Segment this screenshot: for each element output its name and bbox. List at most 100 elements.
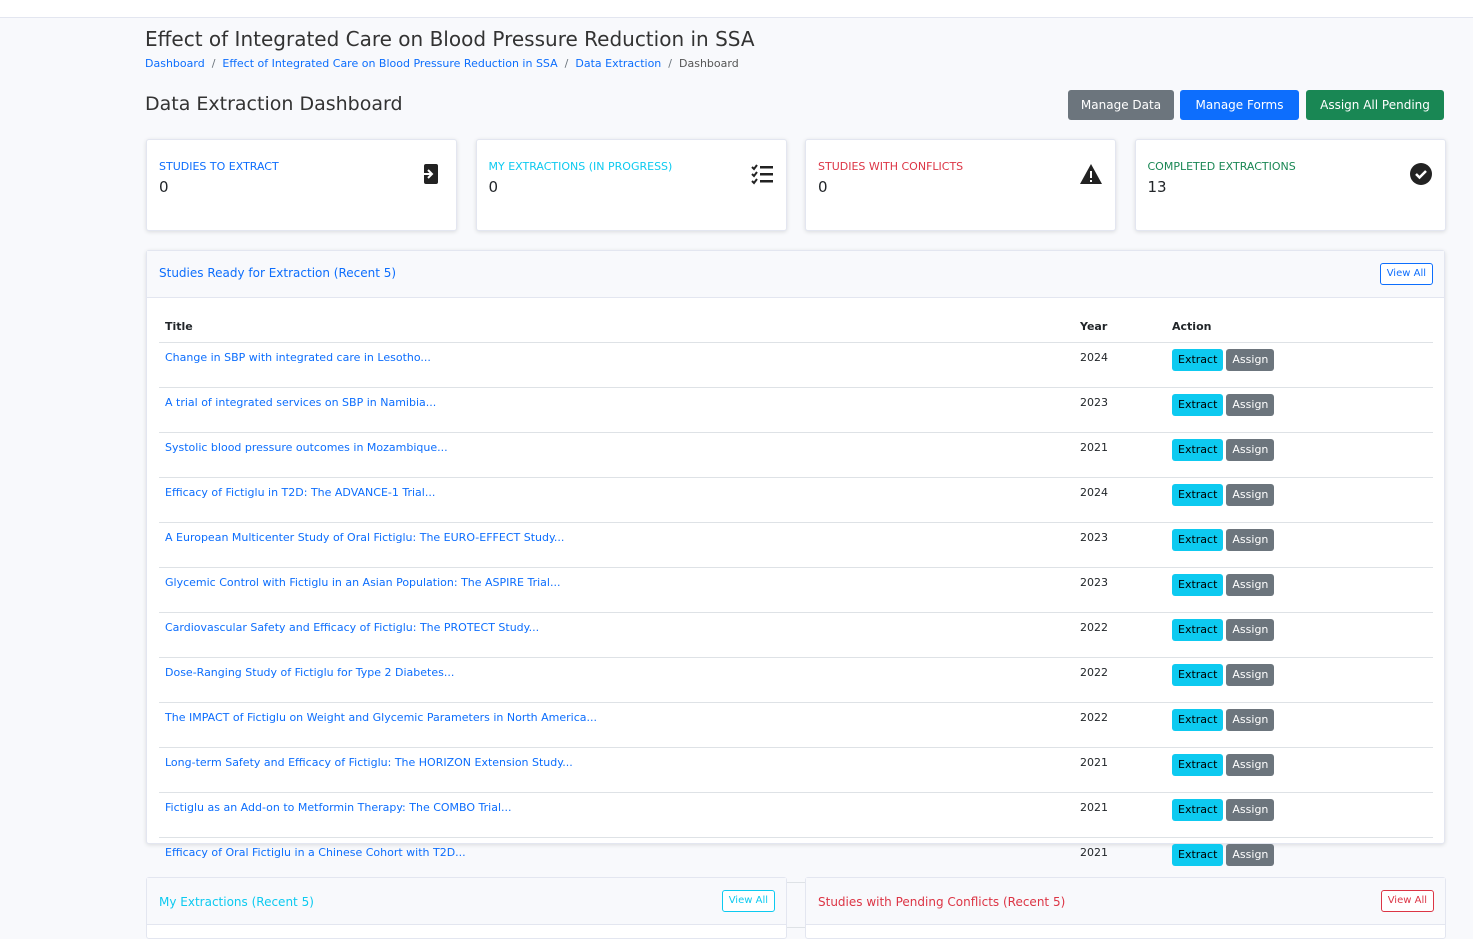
view-all[interactable]: View All: [721, 890, 775, 912]
study-title[interactable]: Cardiovascular Safety and Efficacy of Fi…: [159, 612, 1074, 658]
table-row: Systolic blood pressure outcomes in Moza…: [159, 432, 1433, 478]
table-row: A trial of integrated services on SBP in…: [159, 387, 1433, 433]
stat-icon: [420, 164, 438, 184]
card-title: Studies with Pending Conflicts (Recent 5…: [818, 895, 1066, 909]
toolbar-button[interactable]: Manage Data: [1068, 90, 1174, 120]
column-header: Year: [1074, 311, 1166, 343]
stat-value: 0: [159, 178, 169, 196]
extract-button[interactable]: Extract: [1172, 394, 1224, 416]
table-row: Glycemic Control with Fictiglu in an Asi…: [159, 567, 1433, 613]
table-row: The IMPACT of Fictiglu on Weight and Gly…: [159, 702, 1433, 748]
study-year: 2024: [1074, 477, 1166, 523]
assign-button[interactable]: Assign: [1226, 439, 1275, 461]
extract-button[interactable]: Extract: [1172, 754, 1224, 776]
table-row: Dose-Ranging Study of Fictiglu for Type …: [159, 657, 1433, 703]
study-title[interactable]: The IMPACT of Fictiglu on Weight and Gly…: [159, 702, 1074, 748]
study-title[interactable]: Fictiglu as an Add-on to Metformin Thera…: [159, 792, 1074, 838]
extract-button[interactable]: Extract: [1172, 484, 1224, 506]
card-header: Studies with Pending Conflicts (Recent 5…: [806, 878, 1445, 925]
study-title[interactable]: A trial of integrated services on SBP in…: [159, 387, 1074, 433]
extract-button[interactable]: Extract: [1172, 439, 1224, 461]
study-title[interactable]: Change in SBP with integrated care in Le…: [159, 342, 1074, 388]
stat-icon: [1409, 163, 1432, 185]
assign-button[interactable]: Assign: [1226, 799, 1275, 821]
assign-button[interactable]: Assign: [1226, 754, 1275, 776]
stat-card: STUDIES TO EXTRACT 0: [146, 139, 457, 231]
toolbar-button[interactable]: Assign All Pending: [1306, 90, 1444, 120]
column-header: Action: [1166, 311, 1433, 343]
table-row: A European Multicenter Study of Oral Fic…: [159, 522, 1433, 568]
card-header: Studies Ready for Extraction (Recent 5) …: [147, 251, 1444, 298]
study-year: 2024: [1074, 342, 1166, 388]
page-title: Data Extraction Dashboard: [145, 93, 403, 115]
study-year: 2021: [1074, 837, 1166, 883]
view-all[interactable]: View All: [1380, 890, 1434, 912]
study-year: 2022: [1074, 657, 1166, 703]
column-header: Title: [159, 311, 1074, 343]
table-row: Change in SBP with integrated care in Le…: [159, 342, 1433, 388]
assign-button[interactable]: Assign: [1226, 574, 1275, 596]
breadcrumb: DashboardEffect of Integrated Care on Bl…: [145, 57, 739, 70]
study-year: 2023: [1074, 567, 1166, 613]
extract-button[interactable]: Extract: [1172, 529, 1224, 551]
breadcrumb-item[interactable]: Dashboard: [145, 57, 205, 70]
extract-button[interactable]: Extract: [1172, 844, 1224, 866]
stat-value: 13: [1147, 178, 1167, 196]
breadcrumb-item[interactable]: Data Extraction: [558, 57, 662, 70]
extract-button[interactable]: Extract: [1172, 799, 1224, 821]
assign-button[interactable]: Assign: [1226, 664, 1275, 686]
table-row: Cardiovascular Safety and Efficacy of Fi…: [159, 612, 1433, 658]
study-title[interactable]: Dose-Ranging Study of Fictiglu for Type …: [159, 657, 1074, 703]
study-title[interactable]: Systolic blood pressure outcomes in Moza…: [159, 432, 1074, 478]
table-row: Efficacy of Fictiglu in T2D: The ADVANCE…: [159, 477, 1433, 523]
extract-button[interactable]: Extract: [1172, 349, 1224, 371]
ready-card: Studies Ready for Extraction (Recent 5) …: [146, 250, 1445, 928]
table-row: Fictiglu as an Add-on to Metformin Thera…: [159, 792, 1433, 838]
extract-button[interactable]: Extract: [1172, 619, 1224, 641]
stat-label: COMPLETED EXTRACTIONS: [1147, 160, 1296, 173]
extract-button[interactable]: Extract: [1172, 709, 1224, 731]
assign-button[interactable]: Assign: [1226, 844, 1275, 866]
study-year: 2023: [1074, 387, 1166, 433]
extract-button[interactable]: Extract: [1172, 574, 1224, 596]
project-title: Effect of Integrated Care on Blood Press…: [145, 27, 755, 51]
stat-value: 0: [818, 178, 828, 196]
assign-button[interactable]: Assign: [1226, 394, 1275, 416]
study-year: 2021: [1074, 792, 1166, 838]
toolbar-button[interactable]: Manage Forms: [1180, 90, 1299, 120]
study-title[interactable]: Glycemic Control with Fictiglu in an Asi…: [159, 567, 1074, 613]
assign-button[interactable]: Assign: [1226, 349, 1275, 371]
extract-button[interactable]: Extract: [1172, 664, 1224, 686]
stat-label: STUDIES TO EXTRACT: [159, 160, 279, 173]
stat-label: STUDIES WITH CONFLICTS: [818, 160, 964, 173]
assign-button[interactable]: Assign: [1226, 529, 1275, 551]
breadcrumb-item[interactable]: Effect of Integrated Care on Blood Press…: [205, 57, 558, 70]
study-year: 2021: [1074, 432, 1166, 478]
study-title[interactable]: Long-term Safety and Efficacy of Fictigl…: [159, 747, 1074, 793]
bottom-card: Studies with Pending Conflicts (Recent 5…: [805, 877, 1446, 939]
assign-button[interactable]: Assign: [1226, 484, 1275, 506]
study-title[interactable]: Efficacy of Fictiglu in T2D: The ADVANCE…: [159, 477, 1074, 523]
study-title[interactable]: A European Multicenter Study of Oral Fic…: [159, 522, 1074, 568]
stat-label: MY EXTRACTIONS (IN PROGRESS): [488, 160, 673, 173]
assign-button[interactable]: Assign: [1226, 709, 1275, 731]
studies-table: Title Year Action Change in SBP with integr…: [159, 311, 1433, 928]
table-row: Long-term Safety and Efficacy of Fictigl…: [159, 747, 1433, 793]
assign-button[interactable]: Assign: [1226, 619, 1275, 641]
study-year: 2021: [1074, 747, 1166, 793]
top-bar: [0, 0, 1473, 18]
breadcrumb-item: Dashboard: [661, 57, 738, 70]
study-title[interactable]: Efficacy of Oral Fictiglu in a Chinese C…: [159, 837, 1074, 883]
view-all[interactable]: View All: [1379, 263, 1433, 285]
stat-card: STUDIES WITH CONFLICTS 0: [805, 139, 1116, 231]
